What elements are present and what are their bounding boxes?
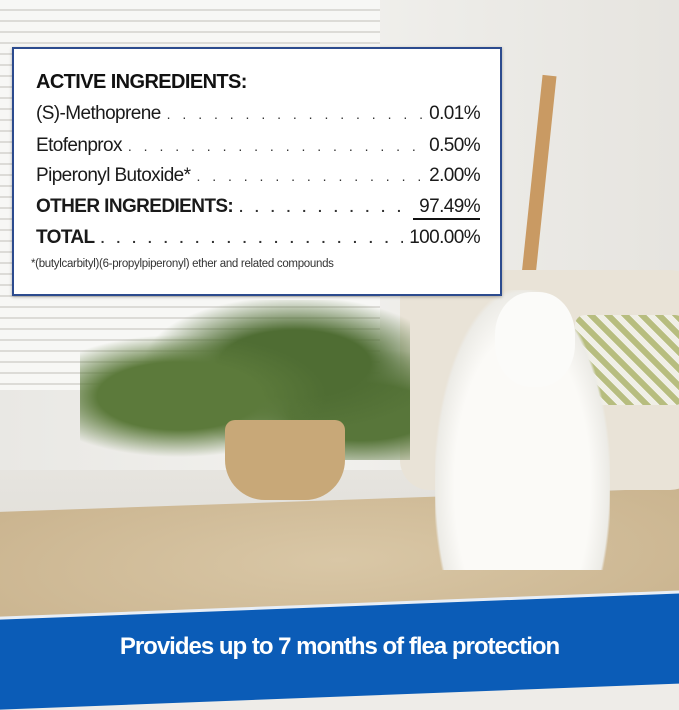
ingredient-name: OTHER INGREDIENTS:	[36, 196, 234, 217]
leader-dots	[128, 138, 423, 154]
ingredient-name: Piperonyl Butoxide*	[36, 165, 191, 186]
footnote: *(butylcarbityl)(6-propylpiperonyl) ethe…	[31, 258, 334, 270]
ingredient-value: 100.00%	[409, 227, 480, 248]
ingredient-name: Etofenprox	[36, 135, 123, 156]
ingredient-value: 0.01%	[429, 103, 480, 124]
ingredient-row: Etofenprox 0.50%	[36, 135, 480, 157]
leader-dots	[167, 106, 423, 122]
ingredient-row: Piperonyl Butoxide* 2.00%	[36, 165, 480, 187]
ingredient-value: 97.49%	[413, 196, 480, 220]
total-row: TOTAL 100.00%	[36, 227, 480, 249]
ingredient-value: 2.00%	[429, 165, 480, 186]
other-ingredients-row: OTHER INGREDIENTS: 97.49%	[36, 196, 480, 220]
leader-dots	[196, 168, 423, 184]
ingredient-row: (S)-Methoprene 0.01%	[36, 103, 480, 125]
leader-dots	[239, 199, 413, 215]
ingredients-panel: ACTIVE INGREDIENTS: (S)-Methoprene0.01% …	[12, 47, 502, 296]
leader-dots	[101, 230, 404, 246]
plant-basket	[225, 420, 345, 500]
banner-text: Provides up to 7 months of flea protecti…	[119, 633, 560, 660]
ingredient-name: TOTAL	[36, 227, 95, 248]
ingredient-value: 0.50%	[429, 135, 480, 156]
dog-head	[495, 292, 575, 387]
ingredient-name: (S)-Methoprene	[36, 103, 161, 124]
active-ingredients-heading: ACTIVE INGREDIENTS:	[36, 71, 247, 93]
